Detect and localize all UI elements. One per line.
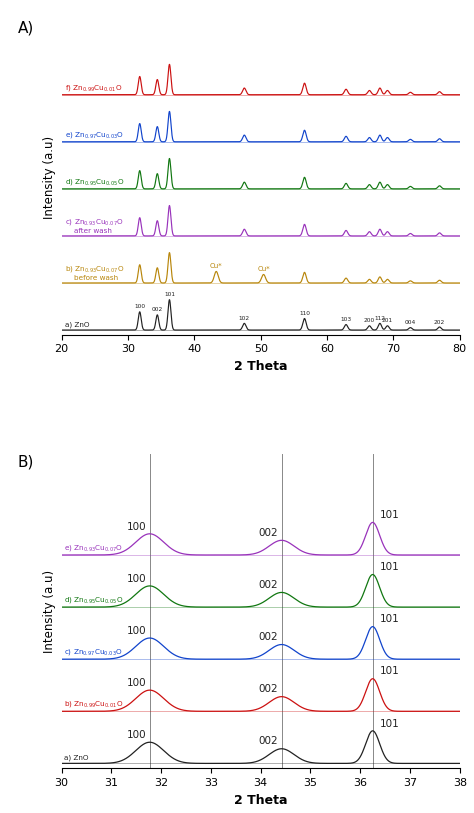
X-axis label: 2 Theta: 2 Theta xyxy=(234,360,287,373)
Text: 002: 002 xyxy=(258,633,278,642)
Text: c) Zn$_{0.97}$Cu$_{0.03}$O: c) Zn$_{0.97}$Cu$_{0.03}$O xyxy=(64,647,123,657)
Text: A): A) xyxy=(18,20,34,35)
Text: 100: 100 xyxy=(127,521,146,532)
Y-axis label: Intensity (a.u): Intensity (a.u) xyxy=(43,136,56,219)
Text: 100: 100 xyxy=(127,626,146,636)
Text: 002: 002 xyxy=(152,307,163,312)
Text: 101: 101 xyxy=(380,615,400,624)
Y-axis label: Intensity (a.u): Intensity (a.u) xyxy=(43,570,56,653)
Text: 100: 100 xyxy=(127,574,146,584)
Text: a) ZnO: a) ZnO xyxy=(64,755,89,762)
Text: d) Zn$_{0.95}$Cu$_{0.05}$O: d) Zn$_{0.95}$Cu$_{0.05}$O xyxy=(65,177,124,187)
Text: 002: 002 xyxy=(258,528,278,538)
Text: a) ZnO: a) ZnO xyxy=(65,322,90,328)
Text: 100: 100 xyxy=(127,678,146,688)
Text: 002: 002 xyxy=(258,580,278,590)
Text: c) Zn$_{0.93}$Cu$_{0.07}$O
    after wash: c) Zn$_{0.93}$Cu$_{0.07}$O after wash xyxy=(65,216,124,234)
Text: 101: 101 xyxy=(380,667,400,676)
Text: 103: 103 xyxy=(340,317,352,322)
Text: e) Zn$_{0.97}$Cu$_{0.03}$O: e) Zn$_{0.97}$Cu$_{0.03}$O xyxy=(65,130,124,140)
Text: 004: 004 xyxy=(405,320,416,325)
Text: 102: 102 xyxy=(239,316,250,321)
X-axis label: 2 Theta: 2 Theta xyxy=(234,793,287,806)
Text: 200: 200 xyxy=(364,319,375,324)
Text: b) Zn$_{0.93}$Cu$_{0.07}$O
    before wash: b) Zn$_{0.93}$Cu$_{0.07}$O before wash xyxy=(65,263,124,281)
Text: 101: 101 xyxy=(164,292,175,298)
Text: 100: 100 xyxy=(127,730,146,740)
Text: 201: 201 xyxy=(382,319,393,324)
Text: Cu*: Cu* xyxy=(257,266,270,272)
Text: 002: 002 xyxy=(258,737,278,746)
Text: 101: 101 xyxy=(380,510,400,520)
Text: Cu*: Cu* xyxy=(210,263,223,269)
Text: 101: 101 xyxy=(380,719,400,728)
Text: 100: 100 xyxy=(134,304,146,310)
Text: 202: 202 xyxy=(434,320,445,324)
Text: 101: 101 xyxy=(380,563,400,572)
Text: d) Zn$_{0.95}$Cu$_{0.05}$O: d) Zn$_{0.95}$Cu$_{0.05}$O xyxy=(64,595,123,605)
Text: 002: 002 xyxy=(258,685,278,694)
Text: B): B) xyxy=(18,454,34,469)
Text: e) Zn$_{0.93}$Cu$_{0.07}$O: e) Zn$_{0.93}$Cu$_{0.07}$O xyxy=(64,543,123,553)
Text: 112: 112 xyxy=(374,316,385,321)
Text: f) Zn$_{0.99}$Cu$_{0.01}$O: f) Zn$_{0.99}$Cu$_{0.01}$O xyxy=(65,83,122,93)
Text: b) Zn$_{0.99}$Cu$_{0.01}$O: b) Zn$_{0.99}$Cu$_{0.01}$O xyxy=(64,699,123,709)
Text: 110: 110 xyxy=(299,311,310,316)
